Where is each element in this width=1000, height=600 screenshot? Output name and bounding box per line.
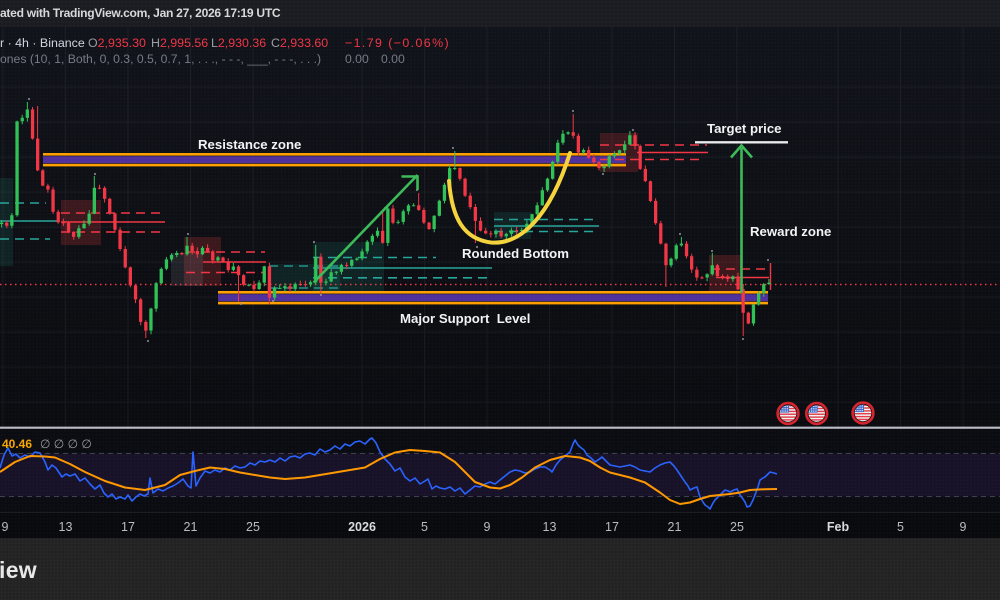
svg-text:Target price: Target price [707, 121, 782, 136]
svg-text:21: 21 [668, 520, 682, 534]
svg-text:17: 17 [605, 520, 619, 534]
svg-text:∅ ∅ ∅ ∅: ∅ ∅ ∅ ∅ [40, 437, 92, 451]
svg-text:Resistance zone: Resistance zone [198, 137, 301, 152]
svg-text:21: 21 [184, 520, 198, 534]
svg-text:13: 13 [59, 520, 73, 534]
svg-text:25: 25 [246, 520, 260, 534]
svg-text:Major Support Level: Major Support Level [400, 311, 530, 326]
svg-text:5: 5 [421, 520, 428, 534]
svg-text:13: 13 [543, 520, 557, 534]
svg-text:Reward zone: Reward zone [750, 224, 831, 239]
svg-text:17: 17 [121, 520, 135, 534]
svg-text:2026: 2026 [348, 520, 376, 534]
svg-text:25: 25 [730, 520, 744, 534]
svg-text:Rounded Bottom: Rounded Bottom [462, 246, 569, 261]
svg-text:Feb: Feb [827, 520, 850, 534]
svg-text:40.46: 40.46 [2, 437, 32, 451]
svg-text:9: 9 [960, 520, 967, 534]
svg-text:5: 5 [897, 520, 904, 534]
svg-text:9: 9 [484, 520, 491, 534]
svg-text:9: 9 [2, 520, 9, 534]
